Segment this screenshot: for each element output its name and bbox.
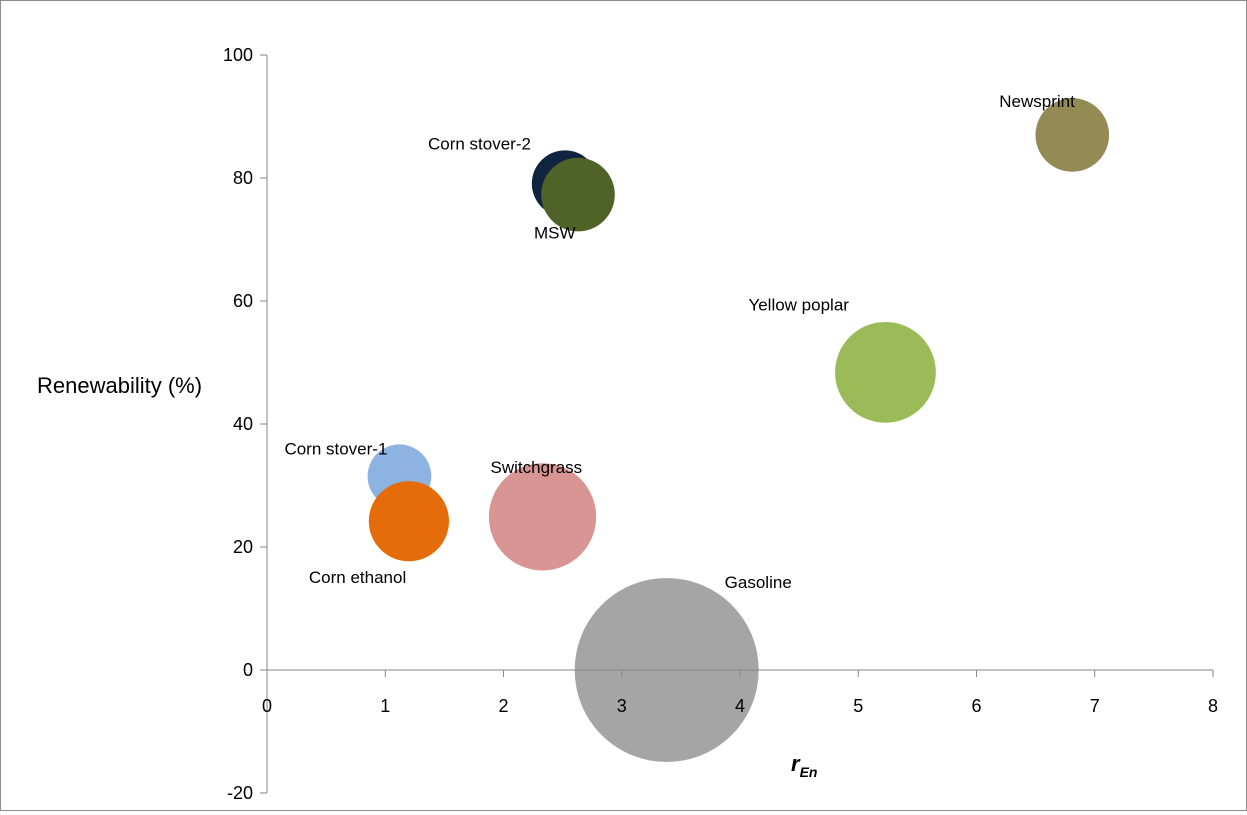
point-label-newsprint: Newsprint bbox=[999, 92, 1075, 111]
bubble-newsprint bbox=[1035, 98, 1110, 172]
y-tick-label: 80 bbox=[233, 168, 253, 188]
y-tick-label: 40 bbox=[233, 414, 253, 434]
point-label-switchgrass: Switchgrass bbox=[491, 458, 583, 477]
x-tick-label: 7 bbox=[1090, 696, 1100, 716]
y-tick-label: 0 bbox=[243, 660, 253, 680]
bubbles-layer bbox=[367, 98, 1110, 762]
bubble-yellow-poplar bbox=[835, 321, 936, 423]
point-label-yellow-poplar: Yellow poplar bbox=[748, 295, 849, 314]
x-tick-label: 8 bbox=[1208, 696, 1218, 716]
x-axis-label-main: r bbox=[791, 751, 801, 776]
y-axis-label: Renewability (%) bbox=[37, 373, 202, 398]
x-tick-label: 1 bbox=[380, 696, 390, 716]
point-label-corn-ethanol: Corn ethanol bbox=[309, 568, 406, 587]
x-tick-label: 3 bbox=[617, 696, 627, 716]
x-axis-label-subscript: En bbox=[800, 764, 818, 780]
y-tick-label: -20 bbox=[227, 783, 253, 803]
point-label-gasoline: Gasoline bbox=[725, 573, 792, 592]
bubble-switchgrass bbox=[488, 463, 597, 571]
point-label-corn-stover-1: Corn stover-1 bbox=[284, 439, 387, 458]
point-label-corn-stover-2: Corn stover-2 bbox=[428, 135, 531, 154]
x-tick-label: 2 bbox=[498, 696, 508, 716]
x-axis-label: rEn bbox=[791, 751, 817, 780]
bubble-msw bbox=[541, 157, 615, 232]
bubble-corn-ethanol bbox=[368, 481, 450, 562]
y-tick-label: 20 bbox=[233, 537, 253, 557]
x-tick-label: 5 bbox=[853, 696, 863, 716]
x-tick-label: 0 bbox=[262, 696, 272, 716]
point-labels-layer: Corn stover-1 Corn ethanol Switchgrass Corn… bbox=[284, 92, 1075, 592]
y-tick-label: 60 bbox=[233, 291, 253, 311]
axes-layer: -20 0 20 40 60 80 100 0 1 2 3 4 5 6 7 8 bbox=[223, 45, 1218, 803]
point-label-msw: MSW bbox=[534, 224, 576, 243]
x-tick-label: 4 bbox=[735, 696, 745, 716]
y-tick-label: 100 bbox=[223, 45, 253, 65]
x-tick-label: 6 bbox=[971, 696, 981, 716]
